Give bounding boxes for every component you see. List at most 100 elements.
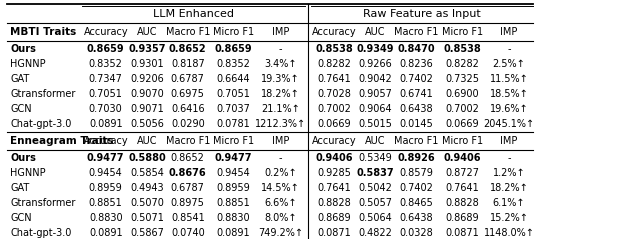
- Text: 0.5057: 0.5057: [358, 198, 392, 208]
- Text: 0.8538: 0.8538: [316, 44, 353, 54]
- Text: 19.3%↑: 19.3%↑: [261, 74, 300, 84]
- Text: 0.7002: 0.7002: [317, 104, 351, 114]
- Text: 6.6%↑: 6.6%↑: [264, 198, 297, 208]
- Text: 0.8470: 0.8470: [397, 44, 435, 54]
- Text: 0.8689: 0.8689: [317, 213, 351, 223]
- Text: 0.6787: 0.6787: [171, 183, 205, 193]
- Text: Accuracy: Accuracy: [312, 27, 356, 37]
- Text: Micro F1: Micro F1: [442, 136, 483, 146]
- Text: 0.5880: 0.5880: [128, 153, 166, 163]
- Text: 0.2%↑: 0.2%↑: [264, 168, 297, 178]
- Text: 0.7002: 0.7002: [445, 104, 479, 114]
- Text: Accuracy: Accuracy: [83, 136, 128, 146]
- Text: 0.7325: 0.7325: [445, 74, 479, 84]
- Text: 0.9477: 0.9477: [87, 153, 125, 163]
- Text: 21.1%↑: 21.1%↑: [261, 104, 300, 114]
- Text: 0.6741: 0.6741: [399, 89, 433, 99]
- Text: 0.9454: 0.9454: [216, 168, 250, 178]
- Text: Ours: Ours: [10, 153, 36, 163]
- Text: 0.9477: 0.9477: [214, 153, 252, 163]
- Text: 0.7037: 0.7037: [216, 104, 250, 114]
- Text: 0.9349: 0.9349: [357, 44, 394, 54]
- Text: 0.0328: 0.0328: [399, 228, 433, 238]
- Text: 0.9057: 0.9057: [358, 89, 392, 99]
- Text: -: -: [278, 44, 282, 54]
- Text: MBTI Traits: MBTI Traits: [10, 27, 77, 37]
- Text: 0.7641: 0.7641: [317, 74, 351, 84]
- Text: 0.8676: 0.8676: [169, 168, 207, 178]
- Text: 0.7402: 0.7402: [399, 183, 433, 193]
- Text: Chat-gpt-3.0: Chat-gpt-3.0: [10, 119, 72, 129]
- Text: 2.5%↑: 2.5%↑: [493, 59, 525, 69]
- Text: 0.9206: 0.9206: [130, 74, 164, 84]
- Text: Macro F1: Macro F1: [166, 27, 210, 37]
- Text: AUC: AUC: [365, 136, 386, 146]
- Text: 18.5%↑: 18.5%↑: [490, 89, 529, 99]
- Text: 0.5867: 0.5867: [130, 228, 164, 238]
- Text: 0.8851: 0.8851: [89, 198, 123, 208]
- Text: 0.8352: 0.8352: [89, 59, 123, 69]
- Text: Macro F1: Macro F1: [394, 27, 438, 37]
- Text: 0.0891: 0.0891: [217, 228, 250, 238]
- Text: IMP: IMP: [272, 136, 289, 146]
- Text: 18.2%↑: 18.2%↑: [261, 89, 300, 99]
- Text: 1.2%↑: 1.2%↑: [493, 168, 525, 178]
- Text: Micro F1: Micro F1: [213, 27, 254, 37]
- Text: IMP: IMP: [500, 136, 518, 146]
- Text: 0.7641: 0.7641: [317, 183, 351, 193]
- Text: 749.2%↑: 749.2%↑: [258, 228, 303, 238]
- Text: 0.8236: 0.8236: [399, 59, 433, 69]
- Text: Micro F1: Micro F1: [213, 136, 254, 146]
- Text: 0.5854: 0.5854: [130, 168, 164, 178]
- Text: Accuracy: Accuracy: [83, 27, 128, 37]
- Text: -: -: [508, 153, 511, 163]
- Text: 0.9266: 0.9266: [358, 59, 392, 69]
- Text: 0.5349: 0.5349: [358, 153, 392, 163]
- Text: 0.9071: 0.9071: [130, 104, 164, 114]
- Text: 0.0290: 0.0290: [171, 119, 205, 129]
- Text: AUC: AUC: [137, 27, 157, 37]
- Text: 0.7051: 0.7051: [216, 89, 250, 99]
- Text: 0.8652: 0.8652: [169, 44, 207, 54]
- Text: 8.0%↑: 8.0%↑: [264, 213, 297, 223]
- Text: Macro F1: Macro F1: [394, 136, 438, 146]
- Text: 0.0781: 0.0781: [216, 119, 250, 129]
- Text: 0.8352: 0.8352: [216, 59, 250, 69]
- Text: IMP: IMP: [500, 27, 518, 37]
- Text: 0.8830: 0.8830: [217, 213, 250, 223]
- Text: 0.7030: 0.7030: [89, 104, 123, 114]
- Text: Gtransformer: Gtransformer: [10, 89, 76, 99]
- Text: 0.0891: 0.0891: [89, 228, 122, 238]
- Text: 18.2%↑: 18.2%↑: [490, 183, 529, 193]
- Text: IMP: IMP: [272, 27, 289, 37]
- Text: GCN: GCN: [10, 213, 32, 223]
- Text: Chat-gpt-3.0: Chat-gpt-3.0: [10, 228, 72, 238]
- Text: 11.5%↑: 11.5%↑: [490, 74, 529, 84]
- Text: 0.0669: 0.0669: [317, 119, 351, 129]
- Text: 14.5%↑: 14.5%↑: [261, 183, 300, 193]
- Text: Macro F1: Macro F1: [166, 136, 210, 146]
- Text: 0.9285: 0.9285: [317, 168, 351, 178]
- Text: 0.8282: 0.8282: [445, 59, 479, 69]
- Text: 0.4943: 0.4943: [130, 183, 164, 193]
- Text: Gtransformer: Gtransformer: [10, 198, 76, 208]
- Text: 0.7641: 0.7641: [445, 183, 479, 193]
- Text: -: -: [508, 44, 511, 54]
- Text: 2045.1%↑: 2045.1%↑: [483, 119, 534, 129]
- Text: Ours: Ours: [10, 44, 36, 54]
- Text: 0.6975: 0.6975: [171, 89, 205, 99]
- Text: 0.0145: 0.0145: [399, 119, 433, 129]
- Text: 0.8727: 0.8727: [445, 168, 479, 178]
- Text: 0.0891: 0.0891: [89, 119, 122, 129]
- Text: 0.9357: 0.9357: [128, 44, 166, 54]
- Text: 0.6787: 0.6787: [171, 74, 205, 84]
- Text: 1148.0%↑: 1148.0%↑: [484, 228, 534, 238]
- Text: GAT: GAT: [10, 74, 29, 84]
- Text: 0.7028: 0.7028: [317, 89, 351, 99]
- Text: 0.8689: 0.8689: [445, 213, 479, 223]
- Text: 0.9454: 0.9454: [89, 168, 123, 178]
- Text: 1212.3%↑: 1212.3%↑: [255, 119, 306, 129]
- Text: 0.8659: 0.8659: [214, 44, 252, 54]
- Text: 0.7402: 0.7402: [399, 74, 433, 84]
- Text: 0.8830: 0.8830: [89, 213, 122, 223]
